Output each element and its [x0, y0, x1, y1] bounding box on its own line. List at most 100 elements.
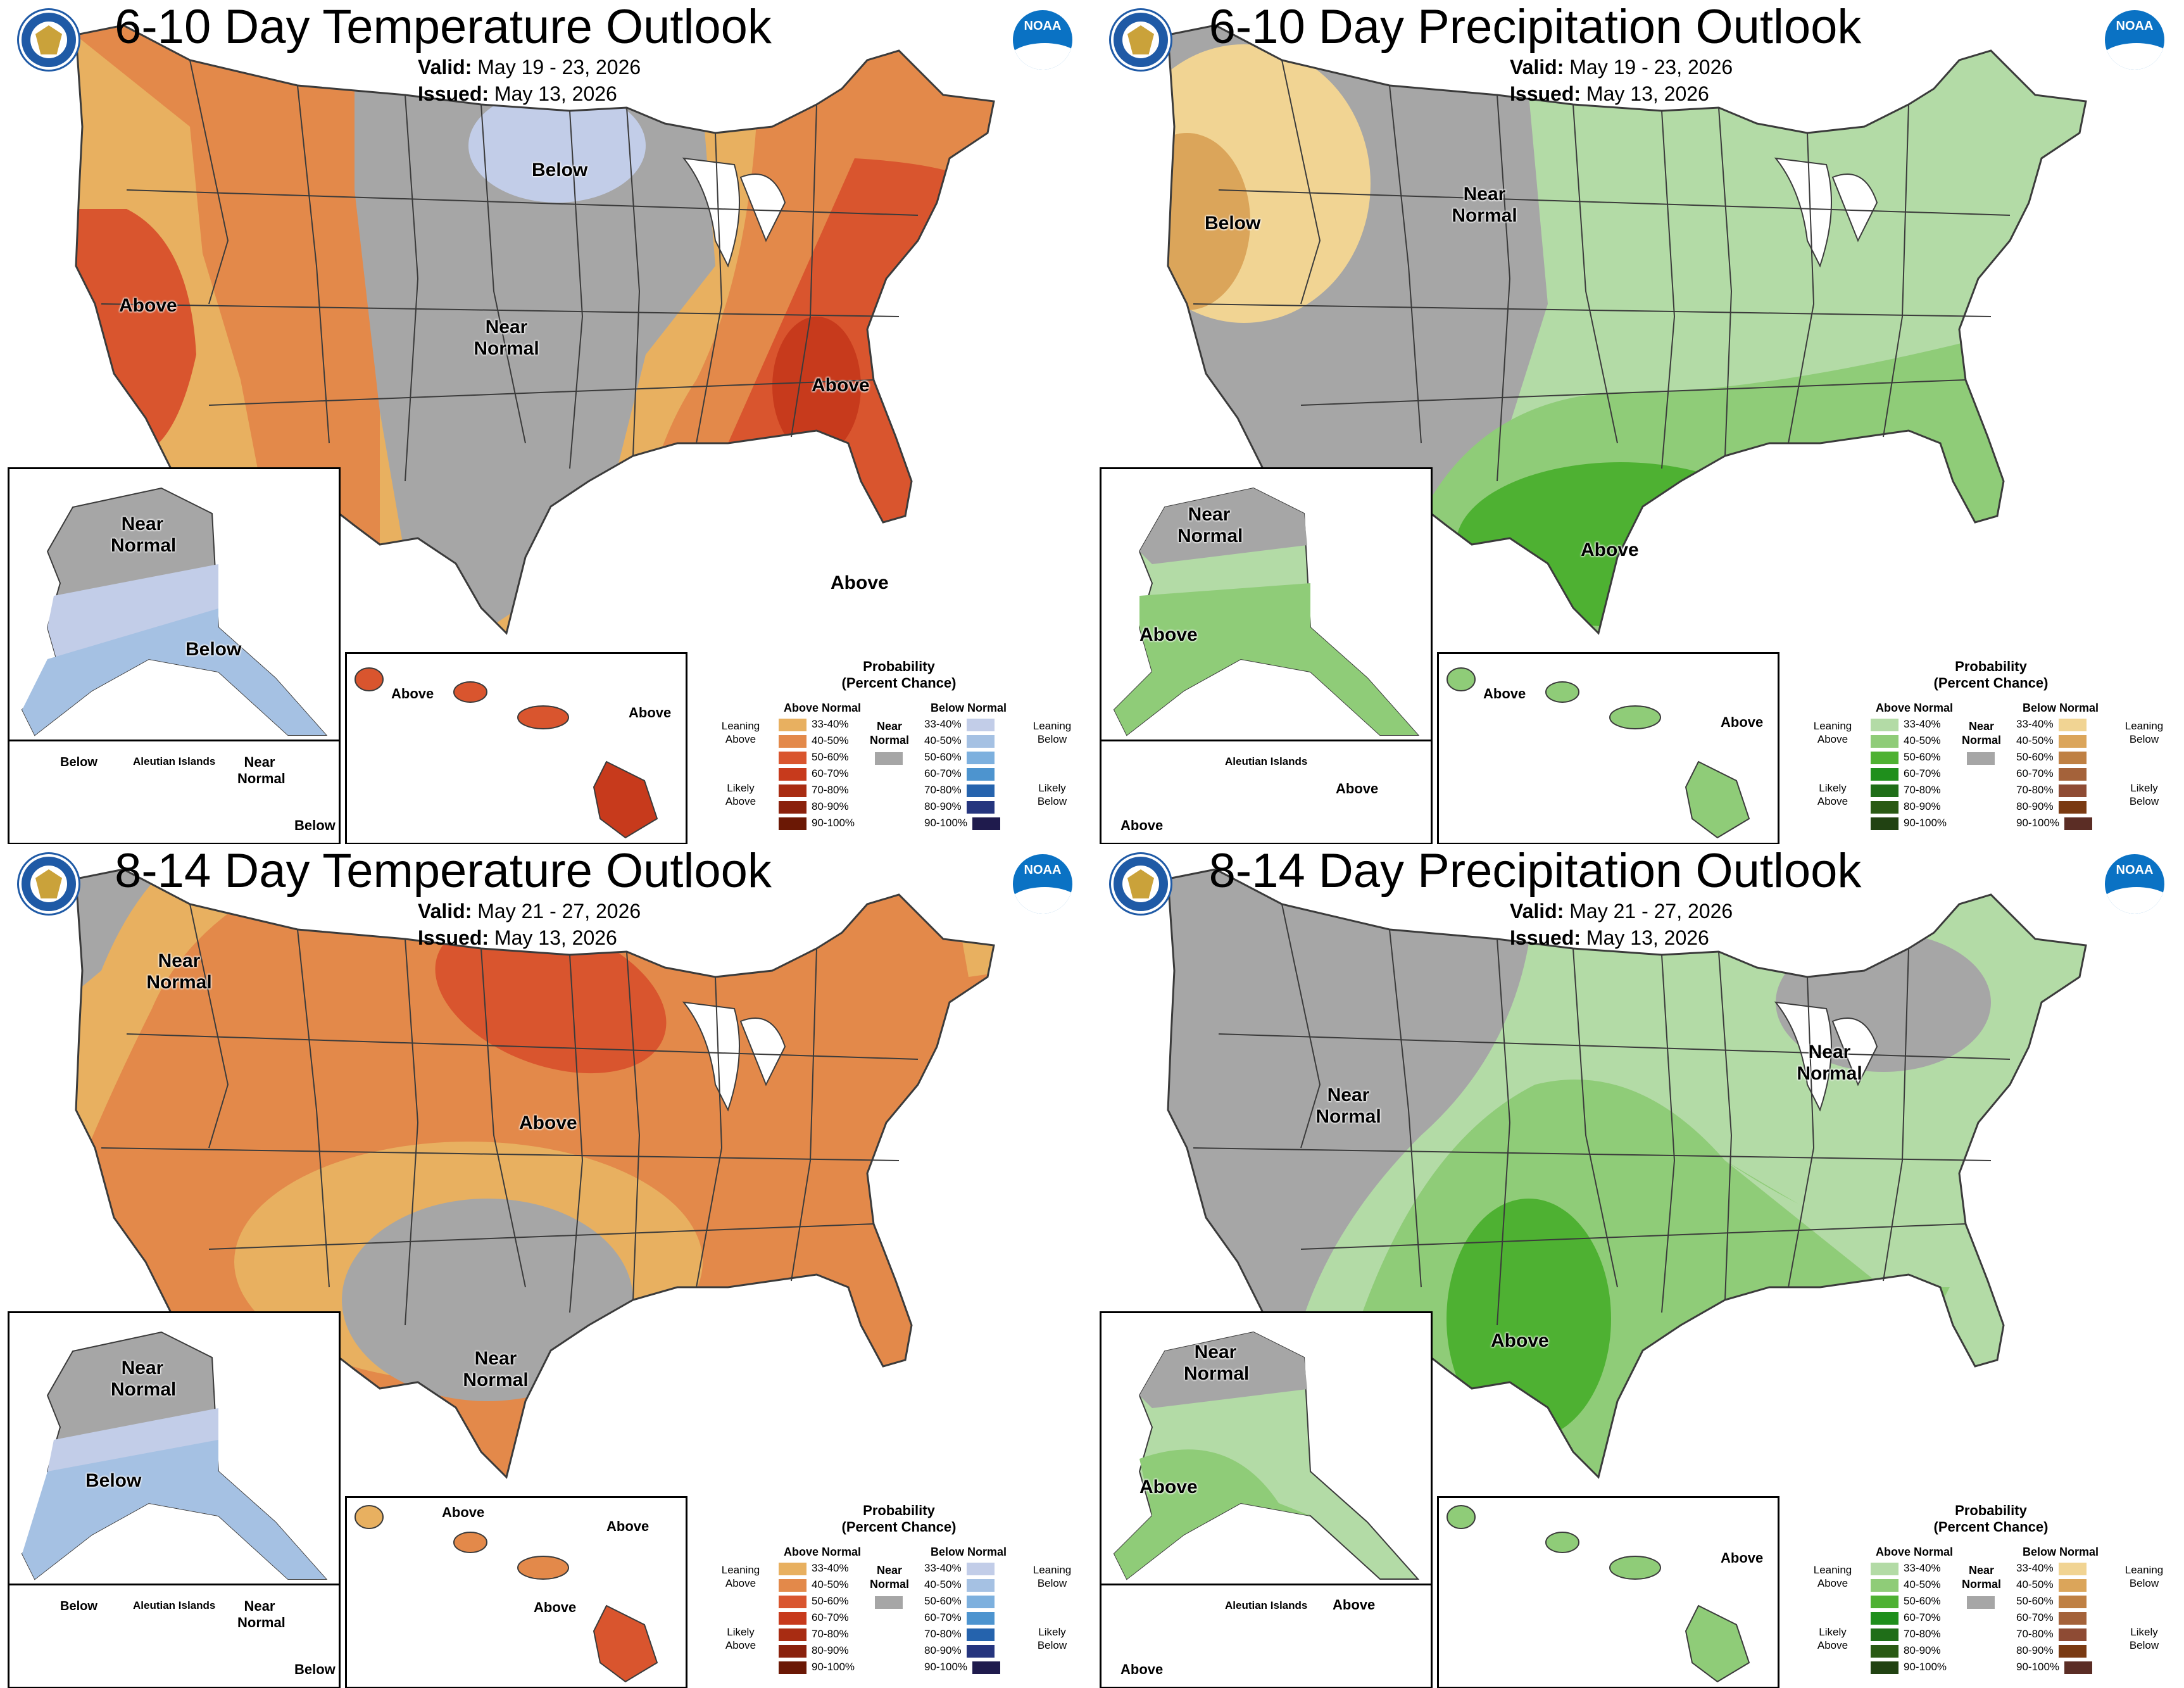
legend-range-label: 60-70%	[2016, 1611, 2054, 1623]
legend-row-below: 70-80%	[924, 783, 1000, 798]
legend-swatch	[779, 751, 806, 764]
legend-row-above: 50-60%	[779, 1594, 849, 1609]
legend-near-normal-swatch	[1967, 1596, 1995, 1609]
map-label: Near Normal	[474, 317, 539, 359]
legend-range-label: 33-40%	[2016, 718, 2054, 730]
panel-title: 8-14 Day Temperature Outlook	[115, 844, 772, 898]
legend-swatch	[779, 1578, 806, 1592]
legend-swatch	[1871, 817, 1898, 830]
legend-row-below: 50-60%	[924, 750, 1000, 765]
legend-leaning-above: Leaning Above	[1813, 1564, 1852, 1589]
legend-likely-below: Likely Below	[2129, 1626, 2159, 1651]
map-label: Below	[185, 639, 242, 660]
valid-date: Valid: May 19 - 23, 2026	[418, 56, 641, 79]
legend-leaning-below: Leaning Below	[2124, 1564, 2164, 1589]
legend-title: Probability (Percent Chance)	[1933, 658, 2049, 691]
legend-row-above: 90-100%	[1871, 816, 1947, 831]
valid-date: Valid: May 21 - 27, 2026	[1510, 900, 1733, 923]
legend-swatch	[1871, 718, 1898, 731]
conus-map	[75, 24, 995, 635]
legend-row-below: 40-50%	[2016, 1577, 2092, 1592]
legend-row-above: 70-80%	[1871, 783, 1941, 798]
map-label: Near Normal	[1184, 1342, 1250, 1384]
legend-swatch	[966, 751, 995, 764]
aleutian-islands-label: Aleutian Islands	[1225, 755, 1308, 767]
legend-range-label: 60-70%	[1904, 767, 1941, 779]
legend-near-normal-swatch	[875, 1596, 903, 1609]
map-label: Below	[294, 817, 336, 833]
legend-likely-above: Likely Above	[725, 782, 756, 807]
legend-swatch	[779, 784, 806, 797]
legend-swatch	[966, 1595, 995, 1608]
map-label: Below	[60, 1599, 97, 1613]
legend-swatch	[2058, 1644, 2087, 1658]
legend-range-label: 70-80%	[812, 784, 849, 796]
legend-swatch	[1871, 734, 1898, 748]
legend-leaning-below: Leaning Below	[1032, 720, 1072, 745]
legend-title: Probability (Percent Chance)	[1933, 1502, 2049, 1535]
legend-row-below: 70-80%	[2016, 1627, 2092, 1642]
legend-row-above: 70-80%	[779, 1627, 849, 1642]
issued-date: Issued: May 13, 2026	[1510, 82, 1709, 105]
legend-title: Probability (Percent Chance)	[841, 1502, 957, 1535]
map-label: Above	[1139, 624, 1198, 645]
legend-row-above: 90-100%	[779, 816, 855, 831]
legend-row-above: 40-50%	[779, 1577, 849, 1592]
legend-row-below: 90-100%	[2016, 816, 2097, 831]
legend-likely-below: Likely Below	[1037, 782, 1067, 807]
legend-row-below: 33-40%	[2016, 1561, 2092, 1576]
legend-swatch	[1871, 784, 1898, 797]
legend-range-label: 80-90%	[924, 1644, 962, 1656]
legend-row-below: 80-90%	[2016, 1643, 2092, 1658]
aleutian-inset: Below Aleutian Islands Near Normal Below	[8, 740, 341, 844]
map-label: Above	[1721, 1550, 1764, 1566]
legend-range-label: 33-40%	[2016, 1562, 2054, 1574]
alaska-inset: Near Normal Below	[8, 467, 341, 743]
legend-row-above: 90-100%	[1871, 1660, 1947, 1675]
legend-swatch	[2058, 800, 2087, 814]
legend-swatch	[1871, 1578, 1898, 1592]
legend-row-below: 80-90%	[924, 799, 1000, 814]
legend-range-label: 80-90%	[1904, 1644, 1941, 1656]
legend-swatch	[2058, 784, 2087, 797]
aleutian-islands-label: Aleutian Islands	[1225, 1599, 1308, 1611]
legend-swatch	[1871, 800, 1898, 814]
panel-610-temperature: NOAA 6-10 Day Temperature Outlook Valid:…	[0, 0, 1092, 844]
legend-swatch	[1871, 1661, 1898, 1674]
legend-row-below: 60-70%	[924, 1610, 1000, 1625]
hawaii-inset: Above	[1437, 1496, 1779, 1688]
legend-range-label: 50-60%	[2016, 1595, 2054, 1607]
legend-row-above: 33-40%	[1871, 1561, 1941, 1576]
legend-range-label: 50-60%	[812, 1595, 849, 1607]
aleutian-inset: Aleutian Islands Above Above	[1100, 740, 1433, 844]
map-label: Below	[294, 1661, 336, 1677]
legend-row-above: 60-70%	[1871, 1610, 1941, 1625]
legend-range-label: 70-80%	[924, 1628, 962, 1640]
legend-near-normal: Near Normal	[1961, 1564, 2001, 1590]
legend-swatch	[2058, 1611, 2087, 1625]
legend-swatch	[1871, 1611, 1898, 1625]
legend-row-below: 60-70%	[2016, 1610, 2092, 1625]
legend-range-label: 60-70%	[812, 767, 849, 779]
legend-swatch	[2058, 1578, 2087, 1592]
legend-row-above: 70-80%	[1871, 1627, 1941, 1642]
legend-swatch	[1871, 1628, 1898, 1641]
legend-leaning-above: Leaning Above	[721, 1564, 760, 1589]
doc-seal-icon	[19, 854, 78, 914]
legend-range-label: 60-70%	[924, 1611, 962, 1623]
legend-swatch	[779, 1644, 806, 1658]
legend: Probability (Percent Chance) Above Normal…	[1807, 658, 2175, 842]
legend-row-below: 33-40%	[924, 1561, 1000, 1576]
legend-row-below: 90-100%	[2016, 1660, 2097, 1675]
legend-range-label: 40-50%	[2016, 1578, 2054, 1590]
map-label: Below	[85, 1470, 142, 1491]
map-label: Above	[1139, 1477, 1198, 1497]
legend-swatch	[2058, 734, 2087, 748]
map-label: Above	[534, 1599, 577, 1615]
legend-likely-above: Likely Above	[1817, 1626, 1848, 1651]
legend-above-header: Above Normal	[1876, 1546, 1954, 1558]
legend-row-below: 90-100%	[924, 816, 1005, 831]
legend-range-label: 80-90%	[1904, 800, 1941, 812]
legend-swatch	[779, 1562, 806, 1575]
legend-leaning-below: Leaning Below	[1032, 1564, 1072, 1589]
